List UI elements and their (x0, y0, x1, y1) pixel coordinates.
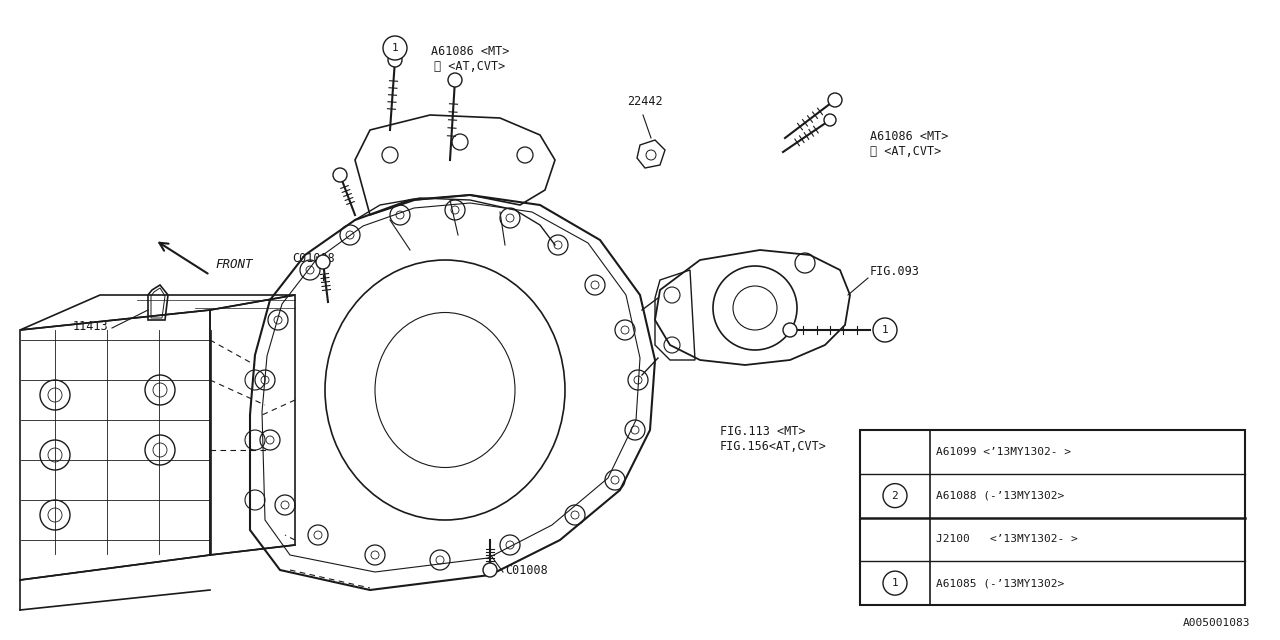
Bar (860, 430, 1245, 605)
Text: 11413: 11413 (73, 320, 108, 333)
Circle shape (383, 36, 407, 60)
Text: FIG.156<AT,CVT>: FIG.156<AT,CVT> (719, 440, 827, 453)
Circle shape (316, 255, 330, 269)
Circle shape (333, 168, 347, 182)
Circle shape (883, 484, 908, 508)
Circle shape (883, 571, 908, 595)
Text: 1: 1 (892, 578, 899, 588)
Text: A61088 (-’13MY1302>: A61088 (-’13MY1302> (936, 491, 1064, 500)
Circle shape (388, 53, 402, 67)
Text: FIG.093: FIG.093 (870, 265, 920, 278)
Text: FRONT: FRONT (215, 259, 252, 271)
Circle shape (448, 73, 462, 87)
Text: 1: 1 (392, 43, 398, 53)
Text: C01008: C01008 (506, 564, 548, 577)
Text: ② <AT,CVT>: ② <AT,CVT> (870, 145, 941, 158)
Text: C01008: C01008 (292, 252, 335, 265)
Text: A61085 (-’13MY1302>: A61085 (-’13MY1302> (936, 578, 1064, 588)
Circle shape (828, 93, 842, 107)
Circle shape (873, 318, 897, 342)
Text: A61099 <’13MY1302- >: A61099 <’13MY1302- > (936, 447, 1071, 457)
Text: 2: 2 (892, 491, 899, 500)
Circle shape (783, 323, 797, 337)
Text: A61086 <MT>: A61086 <MT> (431, 45, 509, 58)
Text: J2100   <’13MY1302- >: J2100 <’13MY1302- > (936, 534, 1078, 545)
Text: ① <AT,CVT>: ① <AT,CVT> (434, 60, 506, 73)
Text: A61086 <MT>: A61086 <MT> (870, 130, 948, 143)
Circle shape (824, 114, 836, 126)
Circle shape (483, 563, 497, 577)
Text: A005001083: A005001083 (1183, 618, 1251, 628)
Text: 22442: 22442 (627, 95, 663, 108)
Text: 1: 1 (882, 325, 888, 335)
Text: FIG.113 <MT>: FIG.113 <MT> (719, 425, 805, 438)
